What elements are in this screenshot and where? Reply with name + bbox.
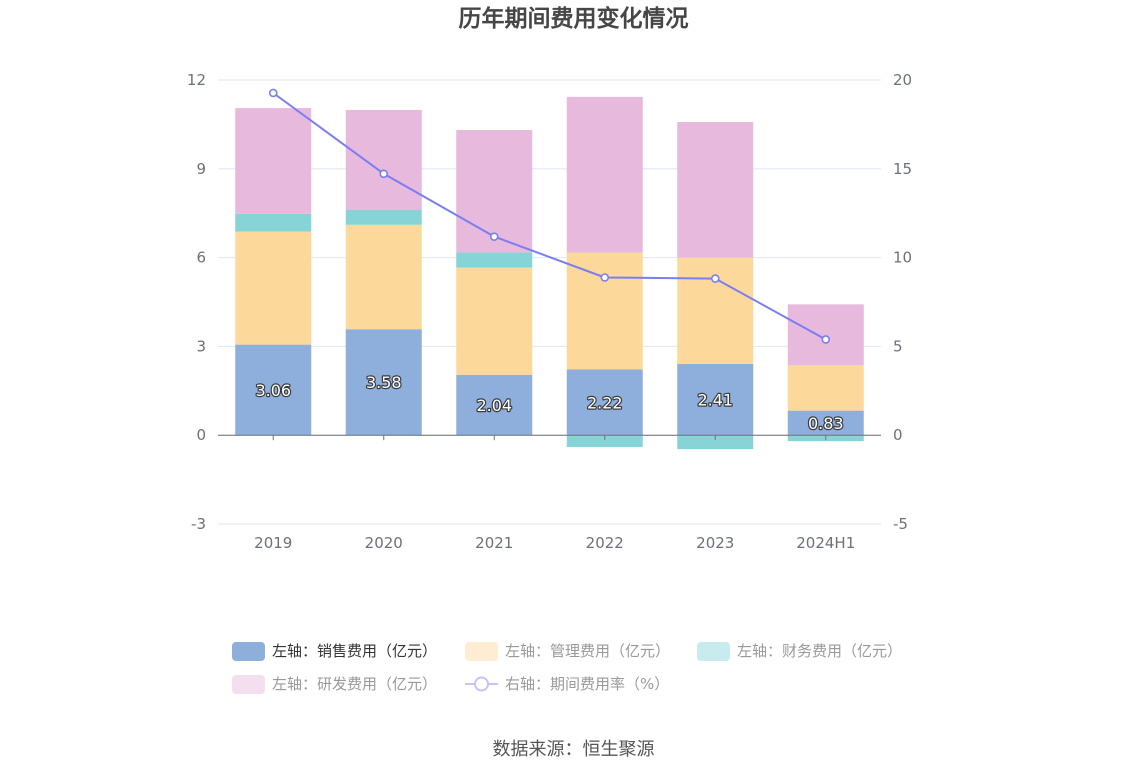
expense-rate-point-2020	[379, 169, 389, 179]
legend-item-finance-expense[interactable]: 左轴：财务费用（亿元）	[697, 640, 902, 662]
legend-label-admin-expense: 左轴：管理费用（亿元）	[505, 642, 671, 660]
y-tick-label-right: 15	[893, 160, 912, 178]
data-source: 数据来源：恒生聚源	[492, 739, 655, 760]
bar-value-label-2024H1: 0.83	[808, 414, 844, 433]
bar-series0-2019	[235, 344, 312, 436]
y-tick-label-left: 9	[196, 160, 206, 178]
gridlines	[218, 79, 881, 525]
y-tick-label-left: 12	[187, 71, 206, 89]
y-tick-label-right: 5	[893, 337, 903, 355]
bar-series0-2023	[677, 363, 754, 436]
legend-item-rd-expense[interactable]: 左轴：研发费用（亿元）	[232, 673, 437, 695]
legend-swatch-rd-expense	[232, 674, 265, 694]
x-tick-label: 2023	[696, 534, 734, 552]
bar-value-label-2019: 3.06	[255, 381, 291, 400]
bar-series2-2020	[345, 209, 422, 225]
bar-series0-2021	[456, 374, 533, 436]
bar-series0-2020	[345, 329, 422, 436]
axes: -3 0 3 6 9 12 -5 0 5 10 15 20 2019 2020 2021 2022 2023 20…	[187, 71, 912, 552]
y-tick-label-left: -3	[191, 515, 206, 533]
bar-series3-2022	[566, 96, 643, 253]
bar-value-label-2020: 3.58	[366, 373, 402, 392]
legend-swatch-sales-expense	[232, 641, 265, 661]
y-tick-label-left: 3	[196, 337, 206, 355]
bar-series2-2021	[456, 252, 533, 268]
bar-value-label-2021: 2.04	[476, 396, 512, 415]
bar-series1-2019	[235, 231, 312, 345]
bar-series1-2023	[677, 257, 754, 364]
x-tick-label: 2021	[475, 534, 513, 552]
x-tick-label: 2020	[365, 534, 403, 552]
bar-series1-2021	[456, 267, 533, 375]
legend-label-finance-expense: 左轴：财务费用（亿元）	[737, 642, 903, 660]
expense-rate-polyline	[272, 92, 827, 341]
chart-title: 历年期间费用变化情况	[458, 6, 689, 32]
expense-rate-point-2021	[489, 232, 499, 241]
bar-value-label-2022: 2.22	[587, 393, 623, 412]
y-tick-label-left: 0	[196, 426, 206, 444]
legend-line-marker	[474, 676, 489, 692]
legend-item-admin-expense[interactable]: 左轴：管理费用（亿元）	[465, 640, 670, 662]
bar-series3-2019	[235, 108, 312, 214]
chart-plot-area: -3 0 3 6 9 12 -5 0 5 10 15 20 2019 2020 2021 2022 2023 20…	[187, 71, 912, 552]
legend-item-sales-expense[interactable]: 左轴：销售费用（亿元）	[232, 640, 437, 662]
legend-swatch-finance-expense	[697, 641, 730, 661]
y-tick-label-right: -5	[893, 515, 908, 533]
y-tick-label-right: 20	[893, 71, 912, 89]
bar-series2-2019	[235, 213, 312, 232]
expense-rate-line	[268, 88, 831, 344]
legend-label-expense-rate: 右轴：期间费用率（%）	[505, 675, 670, 693]
legend-swatch-admin-expense	[465, 641, 498, 661]
bar-series0-2022	[566, 369, 643, 436]
bar-series3-2024H1	[787, 304, 864, 366]
x-tick-label: 2024H1	[796, 534, 855, 552]
bar-series2-2022	[566, 435, 643, 448]
bar-series3-2021	[456, 130, 533, 253]
y-tick-label-right: 10	[893, 249, 912, 267]
bar-series3-2023	[677, 122, 754, 258]
bar-series1-2022	[566, 252, 643, 370]
bar-series1-2020	[345, 224, 422, 330]
bar-data-labels: 3.06 3.58 2.04 2.22 2.41 0.83	[254, 372, 845, 434]
legend-label-sales-expense: 左轴：销售费用（亿元）	[272, 642, 438, 660]
y-tick-label-left: 6	[196, 249, 206, 267]
y-tick-label-right: 0	[893, 426, 903, 444]
x-tick-label: 2022	[586, 534, 624, 552]
expense-rate-point-2022	[600, 273, 610, 282]
expense-rate-point-2023	[710, 274, 720, 283]
stacked-bars	[235, 96, 864, 450]
expense-rate-point-2024H1	[821, 335, 831, 344]
bar-series2-2023	[677, 435, 754, 450]
legend-line-icon	[465, 676, 498, 692]
x-tick-label: 2019	[254, 534, 292, 552]
bar-series3-2020	[345, 109, 422, 210]
legend-label-rd-expense: 左轴：研发费用（亿元）	[272, 675, 438, 693]
expense-rate-point-2019	[268, 88, 278, 98]
bar-value-label-2023: 2.41	[697, 391, 733, 410]
legend-item-expense-rate[interactable]: 右轴：期间费用率（%）	[465, 673, 669, 695]
bar-series1-2024H1	[787, 365, 864, 411]
bar-series0-2024H1	[787, 410, 864, 436]
